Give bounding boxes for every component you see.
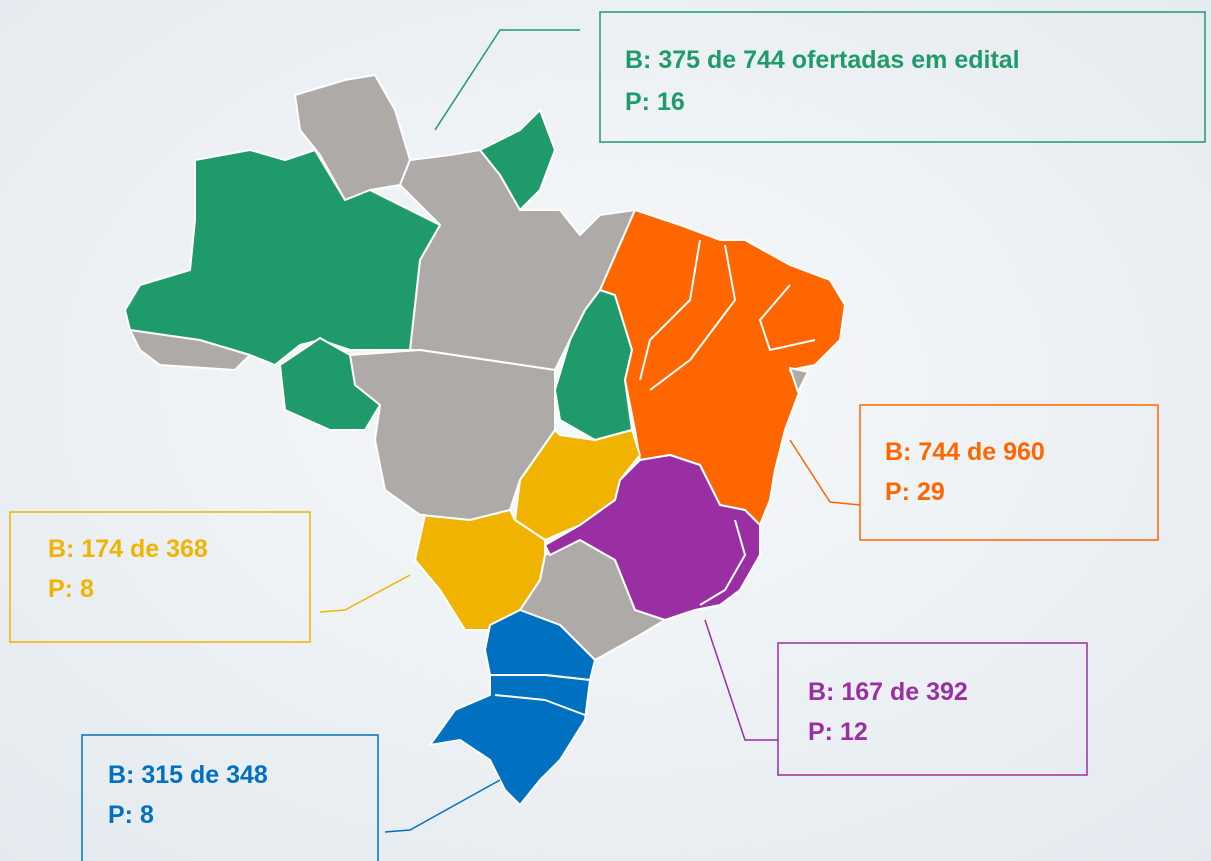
state-border: [759, 284, 816, 351]
region-label: P: 8: [108, 801, 154, 829]
leader-line: [704, 619, 778, 741]
label-box: [859, 404, 1159, 541]
state: [124, 149, 441, 366]
state: [544, 454, 761, 621]
region-label: B: 315 de 348: [108, 761, 268, 789]
brazil-map: [124, 74, 846, 806]
state: [279, 337, 381, 431]
label-box: [777, 642, 1088, 776]
region-label: P: 16: [625, 88, 685, 116]
region-label: P: 8: [48, 575, 94, 603]
state-border: [494, 694, 586, 716]
state: [414, 509, 546, 631]
state: [789, 367, 809, 393]
label-box: [9, 511, 311, 643]
label-box: [599, 11, 1206, 143]
state: [429, 674, 591, 806]
region-label: B: 174 de 368: [48, 535, 208, 563]
state-border: [639, 239, 701, 381]
leader-line: [789, 439, 861, 506]
state-border: [649, 244, 736, 391]
region-label: B: 744 de 960: [885, 438, 1045, 466]
state: [294, 74, 411, 211]
leader-line: [434, 29, 580, 131]
leader-line: [384, 779, 501, 833]
region-label: B: 375 de 744 ofertadas em edital: [625, 46, 1020, 74]
state: [479, 109, 556, 211]
state-border: [699, 519, 746, 606]
leader-line: [319, 574, 411, 613]
region-label: P: 29: [885, 478, 945, 506]
region-label: P: 12: [808, 718, 868, 746]
region-label: B: 167 de 392: [808, 678, 968, 706]
state: [599, 209, 846, 526]
label-box: [81, 734, 379, 861]
